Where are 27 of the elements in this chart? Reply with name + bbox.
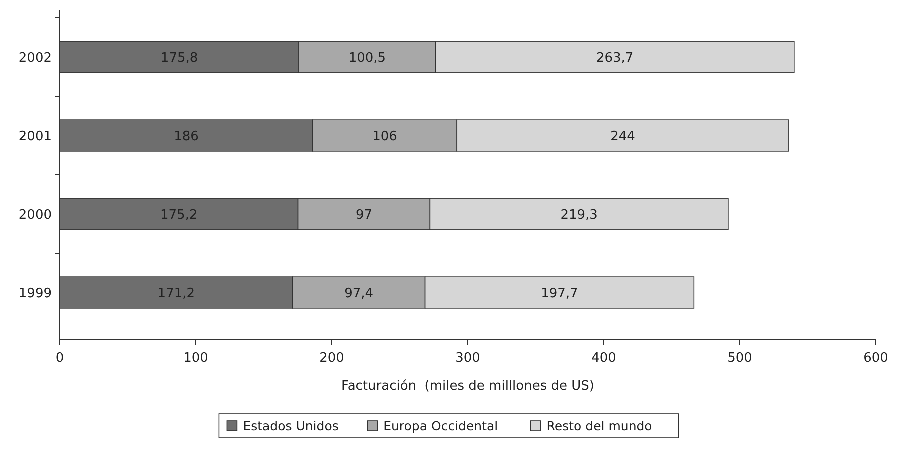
x-tick-label: 100 [184,351,208,366]
data-label: 106 [372,129,398,144]
data-label: 100,5 [348,50,386,66]
legend-label: Resto del mundo [546,418,652,434]
legend-label: Estados Unidos [243,418,339,434]
data-label: 175,8 [160,50,198,66]
data-label: 97 [356,208,373,223]
data-label: 186 [174,129,199,144]
x-tick-label: 500 [728,351,752,366]
y-tick-label: 1999 [18,286,52,302]
data-label: 97,4 [344,286,374,302]
data-label: 244 [610,129,636,144]
y-tick-label: 2000 [18,208,52,223]
x-tick-label: 600 [864,351,888,366]
y-tick-label: 2002 [18,50,52,66]
data-label: 171,2 [158,286,196,302]
x-tick-label: 400 [592,351,616,366]
x-axis-title: Facturación (miles de milllones de US) [342,379,594,394]
legend-label: Europa Occidental [384,418,498,434]
data-label: 175,2 [160,208,198,223]
x-tick-label: 0 [56,351,64,366]
data-label: 219,3 [560,208,598,223]
x-tick-label: 300 [456,351,480,366]
y-tick-label: 2001 [18,129,52,144]
x-tick-label: 200 [320,351,344,366]
data-label: 263,7 [596,50,634,66]
data-label: 197,7 [541,286,578,302]
